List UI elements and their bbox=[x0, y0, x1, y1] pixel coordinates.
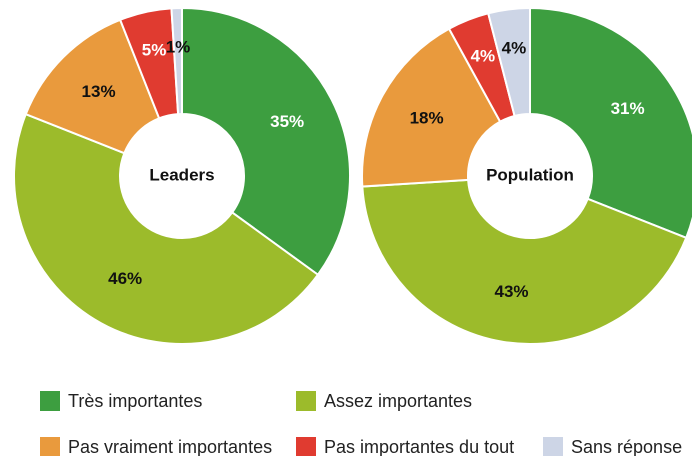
legend-label: Très importantes bbox=[68, 391, 202, 411]
legend-swatch bbox=[40, 391, 60, 411]
legend-swatch bbox=[296, 437, 316, 456]
value-label: 43% bbox=[495, 282, 529, 301]
value-label: 1% bbox=[166, 38, 191, 57]
value-label: 5% bbox=[142, 41, 167, 60]
value-label: 4% bbox=[502, 38, 527, 57]
value-label: 35% bbox=[270, 112, 304, 131]
slice bbox=[13, 112, 320, 345]
legend-swatch bbox=[543, 437, 563, 456]
slice bbox=[361, 178, 688, 345]
value-label: 13% bbox=[82, 82, 116, 101]
legend-label: Assez importantes bbox=[324, 391, 472, 411]
legend-swatch bbox=[40, 437, 60, 456]
slice bbox=[170, 6, 183, 116]
slice bbox=[487, 6, 531, 118]
legend-label: Pas vraiment importantes bbox=[68, 437, 272, 456]
slice bbox=[529, 6, 692, 240]
slice bbox=[361, 27, 502, 188]
value-label: 4% bbox=[471, 46, 496, 65]
value-label: 46% bbox=[108, 269, 142, 288]
slice bbox=[181, 6, 351, 277]
legend-swatch bbox=[296, 391, 316, 411]
slice bbox=[24, 18, 161, 155]
center-title: Leaders bbox=[149, 165, 214, 184]
legend-label: Pas importantes du tout bbox=[324, 437, 514, 456]
value-label: 18% bbox=[410, 109, 444, 128]
value-label: 31% bbox=[611, 99, 645, 118]
legend-label: Sans réponse bbox=[571, 437, 682, 456]
center-title: Population bbox=[486, 165, 574, 184]
